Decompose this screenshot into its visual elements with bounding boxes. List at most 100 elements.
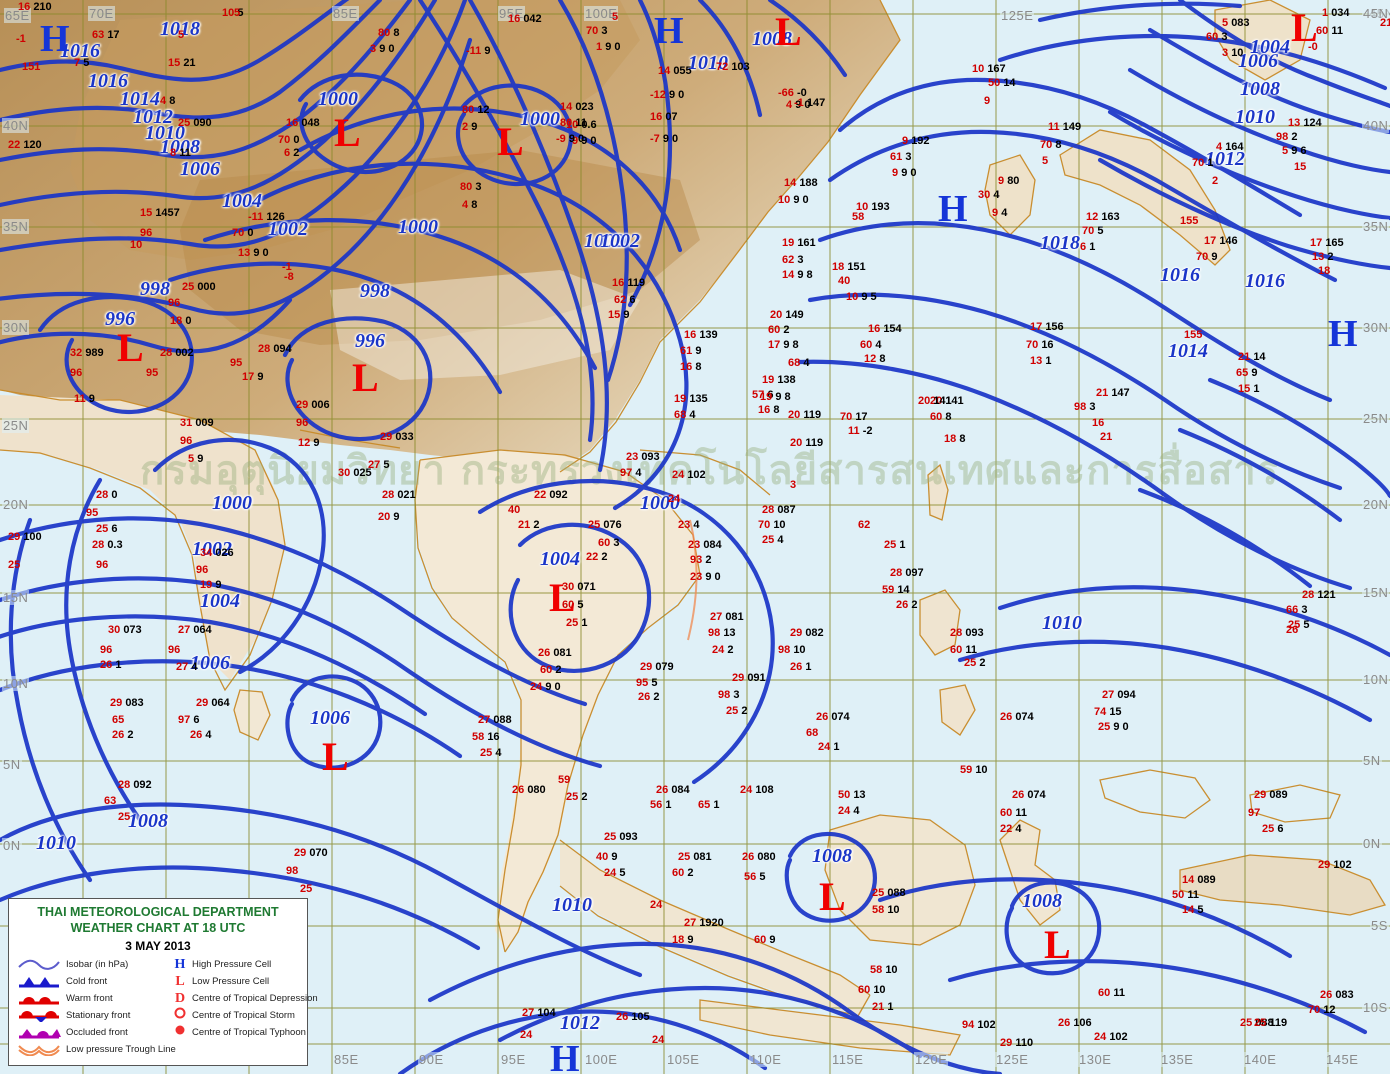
- station-pressure: 21: [183, 57, 196, 69]
- station-temperature: 25: [1098, 721, 1111, 733]
- station-plot: 98 3: [1074, 401, 1095, 414]
- isobar-value-label: 1006: [310, 707, 350, 729]
- station-plot: 16 139: [684, 329, 718, 342]
- station-temperature: 72: [716, 61, 729, 73]
- station-temperature: 26: [538, 647, 551, 659]
- station-pressure: 091: [747, 672, 766, 684]
- station-temperature: 80: [560, 117, 573, 129]
- station-plot: 6 2: [284, 147, 299, 160]
- station-temperature: 27: [478, 714, 491, 726]
- station-pressure: 4: [205, 729, 212, 741]
- station-temperature: 60: [598, 537, 611, 549]
- station-pressure: 14: [1253, 351, 1266, 363]
- station-temperature: 25: [726, 705, 739, 717]
- station-plot: 96: [100, 644, 112, 657]
- station-plot: 25 076: [588, 519, 622, 532]
- station-plot: 24 5: [604, 867, 625, 880]
- station-temperature: 16: [508, 13, 521, 25]
- station-temperature: 27: [684, 917, 697, 929]
- station-plot: 98 10: [778, 644, 806, 657]
- grid-tick-label: 30N: [1362, 320, 1390, 335]
- station-pressure: 151: [847, 261, 866, 273]
- station-plot: 63 17: [92, 29, 120, 42]
- grid-tick-label: 15N: [2, 590, 30, 605]
- station-pressure: 17: [855, 411, 868, 423]
- grid-tick-label: 5N: [1362, 753, 1382, 768]
- station-temperature: 9: [892, 167, 899, 179]
- station-pressure: 2: [127, 729, 134, 741]
- station-plot: 96: [168, 644, 180, 657]
- station-pressure: 10: [773, 519, 786, 531]
- station-plot: 26 4: [190, 729, 212, 742]
- station-pressure: 210: [33, 1, 52, 13]
- station-pressure: 070: [309, 847, 328, 859]
- station-temperature: 17: [1030, 321, 1043, 333]
- station-pressure: 119: [803, 409, 822, 421]
- station-plot: 12 8: [864, 353, 885, 366]
- grid-tick-label: 100E: [584, 1052, 619, 1067]
- station-pressure: 11: [965, 644, 977, 656]
- station-temperature: 16: [650, 111, 663, 123]
- station-temperature: 59: [960, 764, 973, 776]
- station-pressure: 149: [1062, 121, 1082, 133]
- station-temperature: 14: [782, 269, 795, 281]
- station-pressure: 1: [1089, 241, 1096, 253]
- station-plot: 68: [806, 727, 818, 740]
- station-pressure: 9 0: [1113, 721, 1129, 733]
- station-temperature: 9: [998, 175, 1005, 187]
- station-pressure: 188: [799, 177, 818, 189]
- station-plot: 96: [180, 435, 192, 448]
- station-pressure: 10: [975, 764, 988, 776]
- station-pressure: 2: [1291, 131, 1298, 143]
- legend-label-stationary-front: Stationary front: [66, 1010, 131, 1022]
- station-plot: 58 10: [870, 964, 898, 977]
- station-pressure: 80: [1007, 175, 1020, 187]
- station-pressure: 3: [905, 151, 912, 163]
- station-temperature: 98: [1074, 401, 1087, 413]
- station-pressure: 156: [1045, 321, 1064, 333]
- station-plot: 15 9: [608, 309, 629, 322]
- station-plot: 1 9 0: [596, 41, 620, 54]
- grid-tick-label: 140E: [1243, 1052, 1278, 1067]
- station-pressure: 2: [533, 519, 540, 531]
- station-pressure: 11: [575, 117, 587, 129]
- station-pressure: 8: [393, 27, 400, 39]
- station-plot: 5 083: [1222, 17, 1250, 30]
- station-temperature: 24: [712, 644, 725, 656]
- station-temperature: 25: [762, 534, 775, 546]
- stationary-front-icon: [17, 1009, 61, 1024]
- station-temperature: 25: [872, 887, 885, 899]
- station-pressure: 083: [1335, 989, 1354, 1001]
- station-pressure: 4: [495, 747, 502, 759]
- station-plot: 74 15: [1094, 706, 1122, 719]
- station-pressure: 11: [1187, 889, 1199, 901]
- station-temperature: 31: [180, 417, 193, 429]
- station-plot: 24: [520, 1029, 532, 1042]
- station-pressure: 092: [133, 779, 152, 791]
- station-pressure: 9: [88, 393, 95, 405]
- station-pressure: 9: [471, 121, 478, 133]
- station-plot: 6 1: [1080, 241, 1096, 254]
- station-temperature: 63: [104, 795, 117, 807]
- station-temperature: 93: [690, 554, 703, 566]
- station-plot: 23 4: [678, 519, 699, 532]
- legend-label-tropical-depression: Centre of Tropical Depression: [192, 993, 318, 1005]
- station-temperature: 9: [992, 207, 999, 219]
- station-temperature: 58: [852, 211, 865, 223]
- station-temperature: 20: [788, 409, 801, 421]
- station-plot: 62: [858, 519, 870, 532]
- station-pressure: 9: [197, 453, 204, 465]
- station-temperature: 70: [1040, 139, 1053, 151]
- station-pressure: 9: [695, 345, 702, 357]
- low-pressure-cell: L: [819, 874, 846, 919]
- station-temperature: 6: [284, 147, 291, 159]
- station-plot: 56 5: [744, 871, 765, 884]
- station-plot: 95 5: [636, 677, 657, 690]
- legend-item-high-cell: H High Pressure Cell: [173, 957, 318, 972]
- station-plot: 10 5: [222, 7, 243, 20]
- station-plot: 80 11: [560, 117, 587, 130]
- station-temperature: 25: [884, 539, 897, 551]
- station-temperature: 19: [674, 393, 687, 405]
- station-plot: 50 14: [988, 77, 1016, 90]
- isobar-value-label: 1008: [812, 845, 852, 867]
